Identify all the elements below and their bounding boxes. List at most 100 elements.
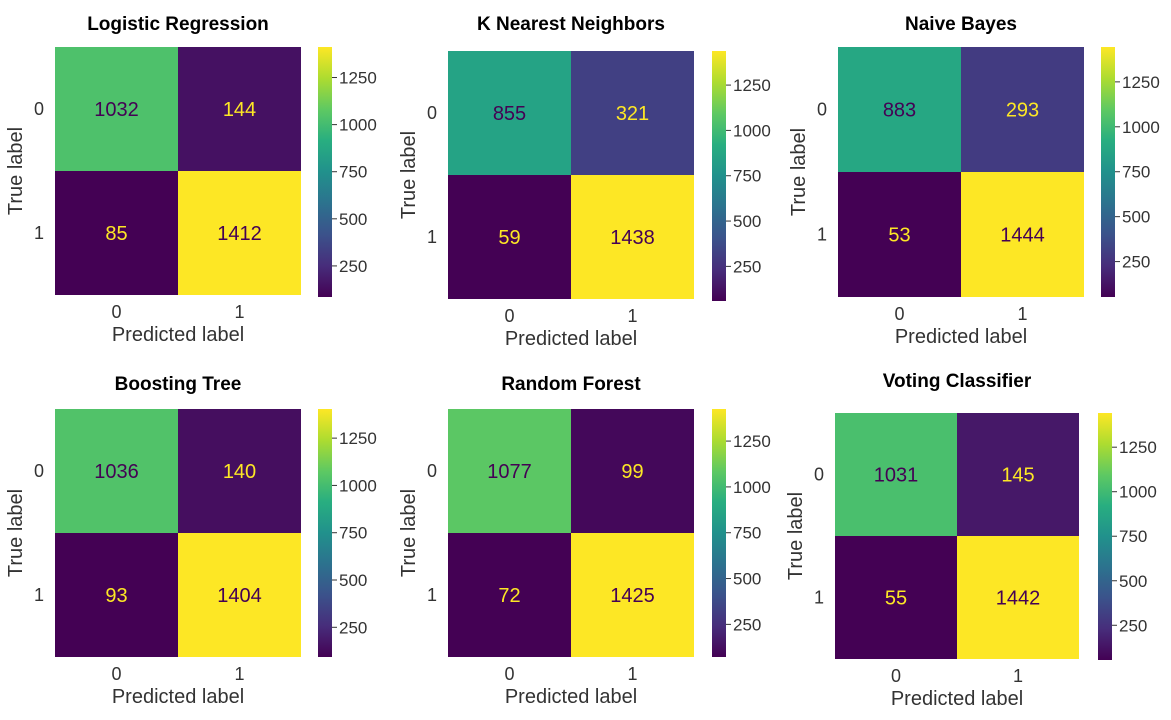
heatmap-cell [571,533,694,657]
colorbar [318,47,332,297]
colorbar-tick-label: 500 [1119,572,1147,591]
heatmap-cell [448,175,571,299]
x-tick-label: 0 [891,666,901,686]
colorbar-tick-label: 750 [733,167,761,186]
x-tick-label: 1 [627,664,637,684]
cell-value-label: 145 [1001,465,1034,487]
colorbar-tick-label: 250 [339,257,367,276]
colorbar-tick-label: 1000 [339,116,377,135]
cell-value-label: 93 [105,585,127,607]
colorbar-tick-label: 1000 [733,121,771,140]
panel-title: Boosting Tree [115,374,242,395]
y-tick-label: 1 [34,585,44,605]
colorbar-tick-label: 500 [339,571,367,590]
colorbar-tick-label: 500 [1122,208,1150,227]
cell-value-label: 883 [883,100,916,122]
colorbar-tick-label: 250 [733,615,761,634]
heatmap-cell [835,413,957,536]
y-axis-label: True label [398,489,420,577]
colorbar-tick-label: 1250 [733,432,771,451]
heatmap-cell [55,171,178,295]
x-axis-label: Predicted label [895,326,1027,348]
colorbar-tick-label: 1250 [339,69,377,88]
colorbar [1101,47,1115,297]
y-tick-label: 0 [814,465,824,485]
colorbar-tick-label: 500 [733,212,761,231]
colorbar-tick-label: 1000 [1122,118,1160,137]
heatmap-cell [957,536,1079,659]
panel-title: K Nearest Neighbors [477,14,665,35]
x-tick-label: 1 [627,306,637,326]
colorbar-tick-label: 500 [733,570,761,589]
heatmap-cell [178,533,301,657]
colorbar [712,409,726,657]
x-tick-label: 1 [1017,304,1027,324]
heatmap-cell [448,533,571,657]
heatmap-cell [835,536,957,659]
heatmap-cell [961,172,1084,297]
y-tick-label: 0 [817,100,827,120]
x-axis-label: Predicted label [505,686,637,708]
heatmap-cell [55,47,178,171]
colorbar-tick-label: 1250 [733,76,771,95]
y-axis-label: True label [788,128,810,216]
colorbar-tick-label: 1000 [339,476,377,495]
x-tick-label: 1 [234,664,244,684]
panel-title: Random Forest [501,374,641,395]
cell-value-label: 1438 [610,227,655,249]
colorbar-tick-label: 500 [339,210,367,229]
heatmap-cell [55,533,178,657]
x-axis-label: Predicted label [891,688,1023,710]
colorbar-tick-label: 250 [339,618,367,637]
x-axis-label: Predicted label [505,328,637,350]
cell-value-label: 53 [888,225,910,247]
y-tick-label: 1 [814,588,824,608]
cell-value-label: 1036 [94,461,139,483]
cell-value-label: 321 [616,103,649,125]
x-tick-label: 0 [111,664,121,684]
colorbar-tick-label: 1250 [1119,438,1157,457]
panel-title: Voting Classifier [883,371,1032,392]
cell-value-label: 1031 [874,465,919,487]
heatmap-cell [571,175,694,299]
colorbar [712,51,726,301]
y-tick-label: 1 [34,223,44,243]
y-axis-label: True label [785,492,807,580]
cell-value-label: 99 [621,461,643,483]
x-tick-label: 0 [504,664,514,684]
heatmap-cell [448,51,571,175]
colorbar-tick-label: 1250 [339,429,377,448]
heatmap-cell [571,51,694,175]
y-tick-label: 1 [817,225,827,245]
cell-value-label: 1425 [610,585,655,607]
x-tick-label: 0 [894,304,904,324]
heatmap-cell [178,47,301,171]
cell-value-label: 59 [498,227,520,249]
cell-value-label: 72 [498,585,520,607]
y-tick-label: 0 [34,461,44,481]
heatmap-cell [178,409,301,533]
colorbar-tick-label: 250 [1119,616,1147,635]
cell-value-label: 1032 [94,99,139,121]
y-axis-label: True label [5,127,27,215]
colorbar-tick-label: 750 [733,524,761,543]
y-tick-label: 1 [427,585,437,605]
cell-value-label: 1442 [996,588,1041,610]
heatmap-cell [961,47,1084,172]
colorbar-tick-label: 750 [1122,163,1150,182]
colorbar-tick-label: 1000 [733,478,771,497]
cell-value-label: 55 [885,588,907,610]
cell-value-label: 1412 [217,223,262,245]
y-tick-label: 1 [427,227,437,247]
cell-value-label: 293 [1006,100,1039,122]
colorbar [1098,413,1112,660]
heatmap-cell [448,409,571,533]
panel-title: Naive Bayes [905,14,1017,35]
